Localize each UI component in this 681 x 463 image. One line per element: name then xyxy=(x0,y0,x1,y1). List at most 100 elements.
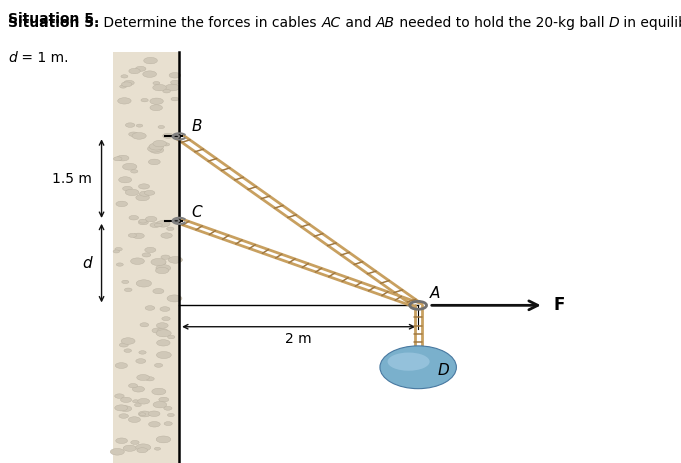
Circle shape xyxy=(148,411,160,417)
Circle shape xyxy=(167,227,174,231)
Circle shape xyxy=(128,233,137,238)
Circle shape xyxy=(160,307,170,312)
Text: in equilibrium. Take: in equilibrium. Take xyxy=(619,16,681,30)
Circle shape xyxy=(153,288,164,294)
Circle shape xyxy=(148,145,161,152)
Circle shape xyxy=(141,99,148,102)
Ellipse shape xyxy=(387,352,430,371)
Text: 2 m: 2 m xyxy=(285,332,312,346)
Circle shape xyxy=(123,163,137,170)
Circle shape xyxy=(128,417,140,422)
Circle shape xyxy=(119,343,128,347)
Circle shape xyxy=(148,159,160,165)
Text: AB: AB xyxy=(375,16,394,30)
Circle shape xyxy=(146,216,157,222)
Circle shape xyxy=(164,422,172,425)
Circle shape xyxy=(123,445,136,451)
Circle shape xyxy=(136,124,143,127)
Text: 1.5 m: 1.5 m xyxy=(52,172,92,186)
Circle shape xyxy=(134,403,142,407)
Circle shape xyxy=(114,394,124,398)
Circle shape xyxy=(159,397,169,402)
Circle shape xyxy=(125,123,135,127)
Circle shape xyxy=(136,444,151,451)
Circle shape xyxy=(153,81,160,85)
Circle shape xyxy=(139,219,147,223)
Circle shape xyxy=(125,189,139,195)
Circle shape xyxy=(136,359,146,363)
Text: Determine the forces in cables: Determine the forces in cables xyxy=(99,16,321,30)
Circle shape xyxy=(156,330,171,337)
Circle shape xyxy=(120,406,131,412)
Circle shape xyxy=(124,349,131,352)
Circle shape xyxy=(150,147,163,153)
Circle shape xyxy=(163,143,170,146)
Circle shape xyxy=(122,280,129,283)
Circle shape xyxy=(115,247,123,251)
Circle shape xyxy=(136,280,151,287)
Circle shape xyxy=(132,132,146,139)
Circle shape xyxy=(157,351,171,358)
Circle shape xyxy=(120,85,127,88)
Circle shape xyxy=(137,448,148,453)
Text: D: D xyxy=(437,363,449,378)
Circle shape xyxy=(161,233,172,238)
Circle shape xyxy=(150,98,163,104)
Circle shape xyxy=(149,143,163,150)
Circle shape xyxy=(140,413,146,416)
Circle shape xyxy=(153,84,166,91)
Circle shape xyxy=(121,75,128,78)
Circle shape xyxy=(131,440,139,444)
Text: d: d xyxy=(82,256,92,270)
Circle shape xyxy=(129,132,138,137)
Text: and: and xyxy=(340,16,375,30)
Circle shape xyxy=(171,97,178,101)
Circle shape xyxy=(121,338,135,344)
Circle shape xyxy=(156,264,171,271)
Circle shape xyxy=(168,335,175,339)
Circle shape xyxy=(157,323,168,328)
Circle shape xyxy=(136,194,149,201)
Circle shape xyxy=(162,317,170,321)
Circle shape xyxy=(144,57,157,64)
Circle shape xyxy=(157,328,168,334)
Circle shape xyxy=(139,350,146,354)
Circle shape xyxy=(144,190,155,195)
Circle shape xyxy=(125,288,132,292)
Text: = 1 m.: = 1 m. xyxy=(17,51,68,65)
Circle shape xyxy=(158,125,165,129)
Text: D: D xyxy=(609,16,619,30)
Circle shape xyxy=(138,220,148,225)
Circle shape xyxy=(155,363,163,367)
Circle shape xyxy=(138,184,150,189)
Circle shape xyxy=(131,169,138,173)
Circle shape xyxy=(155,223,162,227)
Circle shape xyxy=(150,223,160,227)
Circle shape xyxy=(129,69,140,74)
Text: d: d xyxy=(8,51,17,65)
Circle shape xyxy=(118,177,131,183)
Circle shape xyxy=(152,388,166,395)
Circle shape xyxy=(110,449,125,455)
Circle shape xyxy=(129,383,138,388)
Circle shape xyxy=(164,407,172,410)
Text: AC: AC xyxy=(321,16,340,30)
Circle shape xyxy=(116,201,127,206)
Text: F: F xyxy=(553,296,565,314)
Text: B: B xyxy=(191,119,202,134)
Text: Situation 5.: Situation 5. xyxy=(8,16,99,30)
Circle shape xyxy=(146,377,154,381)
Circle shape xyxy=(138,411,151,417)
Circle shape xyxy=(159,261,165,264)
Circle shape xyxy=(163,133,174,138)
Circle shape xyxy=(145,247,156,252)
Circle shape xyxy=(163,89,170,93)
Circle shape xyxy=(118,98,131,104)
Circle shape xyxy=(121,397,131,402)
Circle shape xyxy=(151,258,166,266)
Circle shape xyxy=(140,191,151,196)
Ellipse shape xyxy=(380,346,456,388)
Bar xyxy=(114,52,179,463)
Circle shape xyxy=(145,306,155,310)
Circle shape xyxy=(143,71,157,77)
